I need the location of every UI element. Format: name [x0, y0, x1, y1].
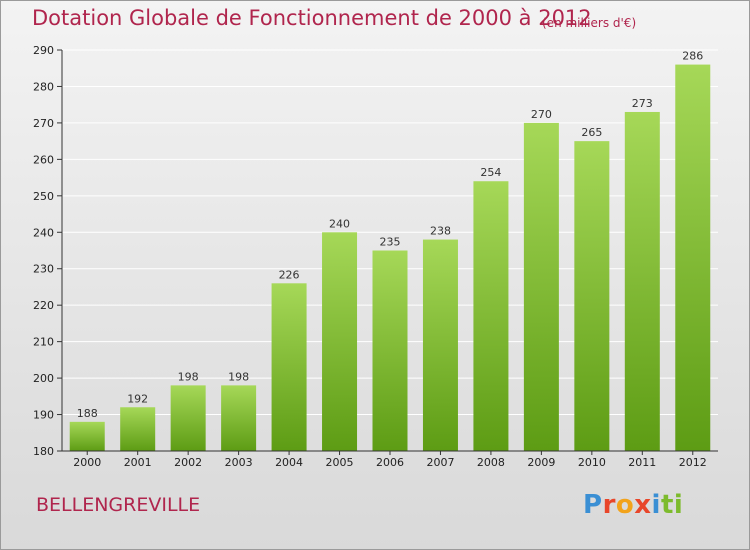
y-tick-label: 210	[33, 336, 54, 349]
logo-letter: i	[651, 490, 661, 520]
y-tick-label: 190	[33, 409, 54, 422]
bar-value-label: 198	[228, 370, 249, 383]
logo-letter: o	[615, 490, 635, 520]
bar	[473, 181, 509, 451]
bar	[675, 64, 711, 451]
x-tick-label: 2005	[326, 456, 354, 469]
x-tick-label: 2010	[578, 456, 606, 469]
y-tick-label: 290	[33, 44, 54, 57]
x-tick-label: 2012	[679, 456, 707, 469]
bar-value-label: 286	[682, 50, 703, 63]
logo-letter: t	[660, 490, 674, 520]
bar	[120, 407, 156, 451]
bar	[523, 122, 559, 451]
bar	[69, 421, 105, 451]
bar-value-label: 240	[329, 217, 350, 230]
x-tick-label: 2001	[124, 456, 152, 469]
bar	[422, 239, 458, 451]
x-tick-label: 2002	[174, 456, 202, 469]
logo-letter: x	[634, 490, 652, 520]
y-tick-label: 270	[33, 117, 54, 130]
bar-value-label: 270	[531, 108, 552, 121]
bar-value-label: 254	[480, 166, 501, 179]
labels: 188 192 198 198 226 240 235 238 254 270 265 273 286	[77, 50, 704, 420]
commune-name: BELLENGREVILLE	[36, 494, 201, 516]
x-tick-label: 2000	[73, 456, 101, 469]
x-tick-label: 2009	[527, 456, 555, 469]
bar	[624, 111, 660, 452]
y-tick-label: 250	[33, 190, 54, 203]
y-tick-label: 230	[33, 263, 54, 276]
x-tick-label: 2011	[628, 456, 656, 469]
logo-letter: P	[583, 490, 603, 520]
bar	[372, 250, 408, 451]
y-tick-label: 180	[33, 445, 54, 458]
x-tick-label: 2007	[426, 456, 454, 469]
x-tick-label: 2006	[376, 456, 404, 469]
y-tick-label: 260	[33, 153, 54, 166]
bar	[221, 385, 257, 451]
logo-letter: r	[602, 490, 616, 520]
bar	[322, 232, 358, 451]
y-tick-label: 280	[33, 80, 54, 93]
proxiti-logo[interactable]: Proxiti	[583, 490, 683, 520]
bar-value-label: 238	[430, 225, 451, 238]
bar-value-label: 273	[632, 97, 653, 110]
logo-letter: i	[673, 490, 684, 520]
bar-value-label: 265	[581, 126, 602, 139]
bar-value-label: 192	[127, 392, 148, 405]
bar-value-label: 226	[279, 268, 300, 281]
y-tick-label: 200	[33, 372, 54, 385]
axes: 180 190 200 210 220 230 240 250 260 270 280 290 2000…	[33, 44, 718, 469]
x-tick-label: 2008	[477, 456, 505, 469]
bar	[271, 283, 307, 451]
y-tick-label: 240	[33, 226, 54, 239]
chart-title: Dotation Globale de Fonctionnement de 20…	[32, 6, 592, 30]
bar	[574, 141, 610, 452]
bar	[170, 385, 206, 451]
bar-value-label: 235	[380, 236, 401, 249]
bars	[69, 64, 711, 452]
x-tick-label: 2003	[225, 456, 253, 469]
bar-value-label: 198	[178, 370, 199, 383]
chart-subtitle: (en milliers d'€)	[542, 16, 637, 30]
y-tick-label: 220	[33, 299, 54, 312]
x-tick-label: 2004	[275, 456, 303, 469]
bar-value-label: 188	[77, 407, 98, 420]
